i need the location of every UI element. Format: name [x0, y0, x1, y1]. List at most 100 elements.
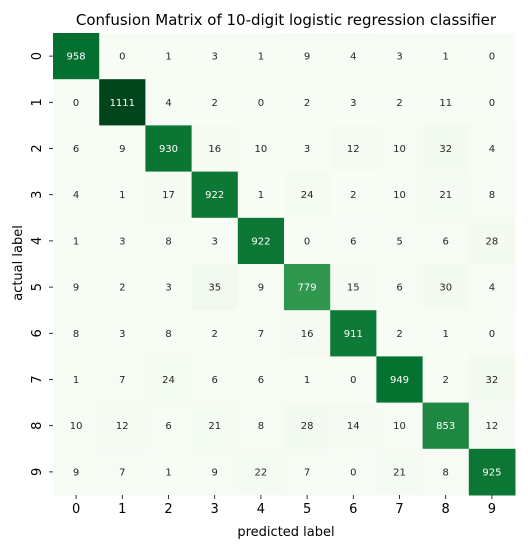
cell-value-label: 12 — [347, 144, 360, 155]
heatmap-cell — [145, 402, 193, 450]
heatmap-cell — [237, 33, 285, 80]
heatmap-cell — [237, 264, 285, 311]
cell-value-label: 7 — [304, 467, 310, 478]
heatmap-cell — [53, 171, 100, 219]
heatmap-cell — [191, 171, 239, 219]
cell-value-label: 32 — [439, 144, 452, 155]
cell-value-label: 3 — [396, 52, 402, 63]
heatmap-cell — [237, 356, 285, 404]
heatmap-cell — [422, 402, 470, 450]
heatmap-cell — [376, 125, 424, 173]
cell-value-label: 6 — [258, 375, 264, 386]
heatmap-cell — [145, 79, 193, 126]
cell-value-label: 6 — [212, 375, 218, 386]
cell-value-label: 911 — [344, 329, 363, 340]
cell-value-label: 4 — [165, 98, 171, 109]
y-tick-label: 0 — [30, 52, 45, 60]
cell-value-label: 0 — [304, 236, 310, 247]
heatmap-cell — [468, 448, 516, 496]
heatmap-cell — [191, 402, 239, 450]
cell-value-label: 0 — [350, 467, 356, 478]
heatmap-cell — [99, 171, 146, 219]
cell-value-label: 10 — [70, 421, 83, 432]
heatmap-cell — [145, 125, 193, 173]
cell-value-label: 3 — [212, 236, 218, 247]
cell-value-label: 22 — [255, 467, 268, 478]
cell-value-label: 2 — [396, 329, 402, 340]
heatmap-cell — [330, 125, 377, 173]
cell-value-label: 2 — [119, 283, 125, 294]
heatmap-cell — [99, 448, 146, 496]
y-tick-label: 3 — [30, 191, 45, 199]
heatmap-cell — [145, 264, 193, 311]
heatmap-cell — [53, 217, 100, 265]
heatmap-cell — [284, 310, 331, 357]
heatmap-cell — [191, 310, 239, 357]
cell-value-label: 0 — [489, 329, 495, 340]
x-tick-label: 4 — [257, 502, 265, 517]
cell-value-label: 8 — [165, 329, 171, 340]
cell-value-label: 1111 — [110, 98, 135, 109]
heatmap-cells: 958 0 1 3 1 9 4 3 1 00 1111 4 2 0 2 3 2 11 06 9 930 16 10 3 12 10… — [53, 33, 516, 496]
heatmap-cell — [99, 125, 146, 173]
heatmap-cell — [330, 310, 377, 357]
heatmap-cell — [99, 33, 146, 80]
cell-value-label: 0 — [350, 375, 356, 386]
x-tick-label: 6 — [349, 502, 357, 517]
heatmap-cell — [237, 448, 285, 496]
heatmap-cell — [53, 356, 100, 404]
x-tick-label: 3 — [211, 502, 219, 517]
cell-value-label: 3 — [119, 236, 125, 247]
x-tick-label: 0 — [72, 502, 80, 517]
cell-value-label: 9 — [73, 467, 79, 478]
cell-value-label: 6 — [73, 144, 79, 155]
heatmap-cell — [237, 125, 285, 173]
x-tick-label: 9 — [488, 502, 496, 517]
cell-value-label: 3 — [304, 144, 310, 155]
cell-value-label: 922 — [251, 236, 270, 247]
cell-value-label: 7 — [119, 467, 125, 478]
heatmap-cell — [237, 217, 285, 265]
cell-value-label: 4 — [489, 283, 495, 294]
heatmap-cell — [422, 264, 470, 311]
heatmap-cell — [237, 79, 285, 126]
cell-value-label: 21 — [393, 467, 406, 478]
heatmap-cell — [99, 310, 146, 357]
cell-value-label: 0 — [489, 98, 495, 109]
heatmap-cell — [422, 217, 470, 265]
cell-value-label: 1 — [443, 52, 449, 63]
cell-value-label: 0 — [119, 52, 125, 63]
heatmap-cell — [145, 356, 193, 404]
cell-value-label: 3 — [165, 283, 171, 294]
cell-value-label: 15 — [347, 283, 360, 294]
cell-value-label: 16 — [208, 144, 221, 155]
cell-value-label: 9 — [212, 467, 218, 478]
cell-value-label: 10 — [393, 144, 406, 155]
heatmap-cell — [376, 79, 424, 126]
cell-value-label: 1 — [443, 329, 449, 340]
cell-value-label: 0 — [489, 52, 495, 63]
cell-value-label: 9 — [304, 52, 310, 63]
cell-value-label: 925 — [482, 467, 501, 478]
heatmap-cell — [376, 33, 424, 80]
cell-value-label: 2 — [350, 190, 356, 201]
heatmap-cell — [422, 356, 470, 404]
cell-value-label: 21 — [208, 421, 221, 432]
y-tick-label: 6 — [30, 329, 45, 337]
heatmap-cell — [53, 402, 100, 450]
cell-value-label: 8 — [443, 467, 449, 478]
heatmap-cell — [284, 448, 331, 496]
heatmap-cell — [468, 33, 516, 80]
cell-value-label: 930 — [159, 144, 178, 155]
heatmap-cell — [468, 310, 516, 357]
heatmap-cell — [191, 448, 239, 496]
cell-value-label: 8 — [73, 329, 79, 340]
heatmap-cell — [284, 402, 331, 450]
heatmap-cell — [330, 448, 377, 496]
cell-value-label: 30 — [439, 283, 452, 294]
y-tick-label: 5 — [30, 283, 45, 291]
cell-value-label: 949 — [390, 375, 409, 386]
heatmap-cell — [376, 448, 424, 496]
cell-value-label: 32 — [486, 375, 499, 386]
